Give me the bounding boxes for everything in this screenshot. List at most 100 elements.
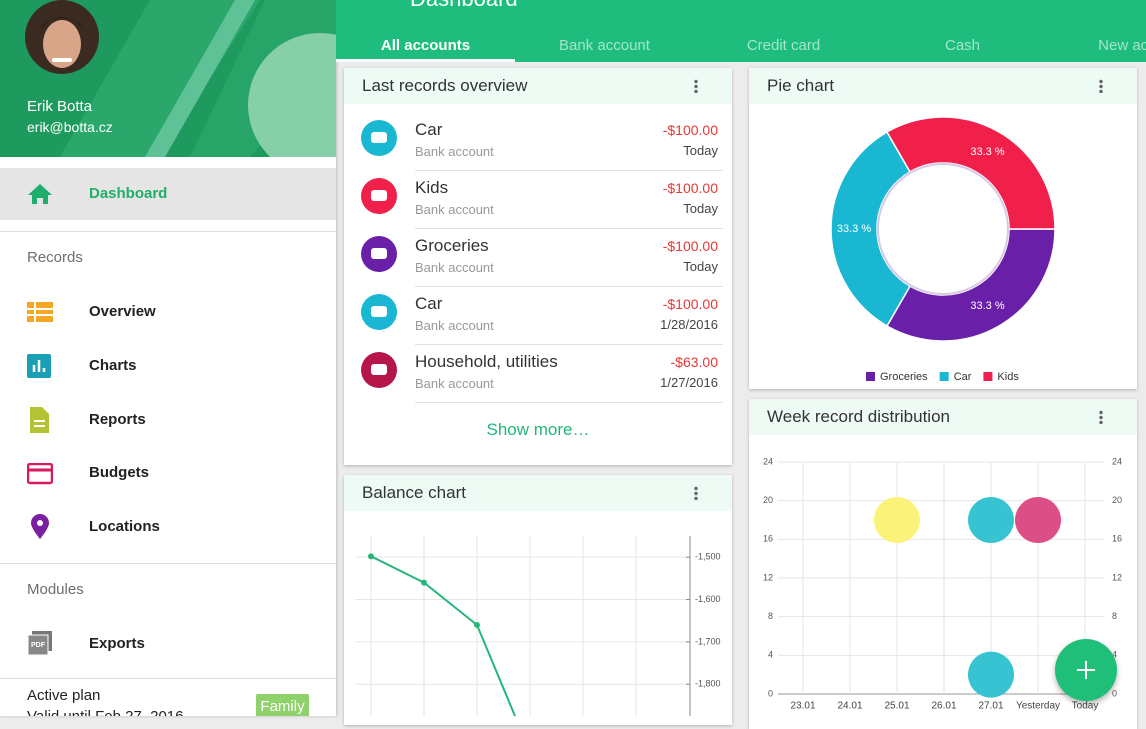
card-menu[interactable] — [694, 486, 698, 500]
record-date: Today — [683, 259, 718, 274]
x-tick-label: 23.01 — [790, 701, 815, 712]
card-title: Week record distribution — [767, 407, 950, 426]
record-title: Car — [415, 120, 443, 139]
legend-swatch — [866, 372, 875, 381]
y2-tick-label: 24 — [1112, 456, 1122, 466]
nav-label: Dashboard — [89, 185, 168, 202]
record-title: Groceries — [415, 236, 489, 255]
record-amount: -$100.00 — [662, 180, 718, 196]
line — [370, 555, 517, 716]
legend-label: Groceries — [880, 371, 928, 383]
record-account: Bank account — [415, 260, 494, 275]
overview-icon — [27, 302, 53, 322]
y-tick-label: -1,800 — [695, 679, 721, 689]
nav-item[interactable]: Reports — [89, 411, 146, 428]
card-title: Pie chart — [767, 76, 835, 95]
tab[interactable]: New account — [1098, 37, 1146, 54]
y-tick-label: 8 — [768, 611, 773, 621]
record-account: Bank account — [415, 318, 494, 333]
point — [368, 553, 374, 560]
profile-name: Erik Botta — [27, 98, 93, 115]
bubble — [968, 651, 1014, 698]
separator — [415, 402, 723, 403]
icon-glyph — [371, 132, 387, 143]
x-tick-label: Yesterday — [1016, 701, 1060, 712]
card-menu[interactable] — [1099, 410, 1103, 424]
card-header: Pie chart — [749, 68, 1137, 104]
slice-label: 33.3 % — [970, 300, 1004, 312]
nav-item[interactable]: Budgets — [89, 464, 149, 481]
record-title: Kids — [415, 178, 449, 197]
icon-glyph — [371, 306, 387, 317]
fab-add[interactable] — [1055, 639, 1117, 701]
pie-slice — [885, 228, 1056, 342]
nav-item[interactable]: Locations — [89, 518, 160, 535]
icon-glyph — [371, 190, 387, 201]
budgets-icon — [27, 463, 53, 485]
records-card: Last records overview Show more… Car Bank… — [344, 68, 732, 465]
y-tick-label: 0 — [768, 688, 773, 698]
card-header: Balance chart — [344, 475, 732, 511]
x-tick-label: 25.01 — [884, 701, 909, 712]
tab[interactable]: Credit card — [746, 37, 821, 54]
nav-item[interactable]: Exports — [89, 635, 145, 652]
record-icon — [361, 294, 397, 330]
y-tick-label: 12 — [763, 572, 773, 582]
show-more[interactable]: Show more… — [486, 420, 590, 439]
point — [474, 621, 480, 628]
plan-valid: Valid until Feb 27, 2016 — [27, 708, 184, 716]
inner-ring — [877, 163, 1009, 295]
section-title: Modules — [27, 581, 84, 598]
charts-icon — [27, 354, 51, 378]
divider — [0, 678, 336, 679]
legend-swatch — [939, 372, 949, 381]
header-art — [25, 0, 336, 157]
card-menu[interactable] — [694, 79, 698, 93]
y2-tick-label: 12 — [1112, 572, 1122, 582]
nav-item[interactable]: Charts — [89, 357, 137, 374]
x-tick-label: Today — [1072, 701, 1099, 712]
bubble — [1015, 497, 1061, 543]
separator — [415, 170, 723, 171]
profile-email: erik@botta.cz — [27, 119, 113, 135]
bubble — [874, 497, 920, 543]
record-account: Bank account — [415, 202, 494, 217]
home-icon — [28, 184, 52, 204]
card-title: Balance chart — [362, 483, 466, 502]
y-tick-label: -1,600 — [695, 594, 721, 604]
record-title: Household, utilities — [415, 352, 558, 371]
record-amount: -$63.00 — [670, 354, 718, 370]
tab[interactable]: Bank account — [559, 37, 650, 54]
separator — [415, 228, 723, 229]
record-account: Bank account — [415, 376, 494, 391]
y-tick-label: 16 — [763, 534, 773, 544]
nav-active[interactable]: Dashboard — [0, 168, 336, 220]
legend-swatch — [983, 372, 993, 381]
y-tick-label: 20 — [763, 495, 773, 505]
nav-item[interactable]: Overview — [89, 303, 156, 320]
record-title: Car — [415, 294, 443, 313]
app-title: Dashboard — [410, 0, 518, 12]
record-date: 1/28/2016 — [660, 317, 718, 332]
record-icon — [361, 178, 397, 214]
record-icon — [361, 120, 397, 156]
y-tick-label: -1,700 — [695, 636, 721, 646]
bubble — [968, 497, 1014, 543]
legend-label: Kids — [997, 371, 1019, 383]
legend-label: Car — [954, 371, 972, 383]
card-title: Last records overview — [362, 76, 528, 95]
pie-slice — [830, 130, 912, 328]
section-title: Records — [27, 249, 83, 266]
plan-title: Active plan — [27, 687, 101, 704]
sidebar: Erik Botta erik@botta.cz Dashboard Recor… — [0, 0, 336, 716]
y2-tick-label: 20 — [1112, 495, 1122, 505]
tab[interactable]: Cash — [944, 37, 981, 54]
tab-indicator — [336, 59, 515, 62]
card-menu[interactable] — [1099, 79, 1103, 93]
y2-tick-label: 16 — [1112, 534, 1122, 544]
divider — [0, 563, 336, 564]
locations-icon — [31, 514, 49, 539]
divider — [0, 231, 336, 232]
tab[interactable]: All accounts — [380, 37, 471, 54]
